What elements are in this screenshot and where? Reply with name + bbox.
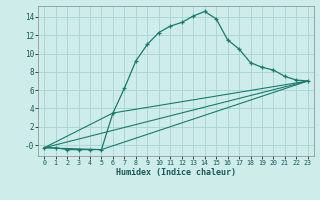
- X-axis label: Humidex (Indice chaleur): Humidex (Indice chaleur): [116, 168, 236, 177]
